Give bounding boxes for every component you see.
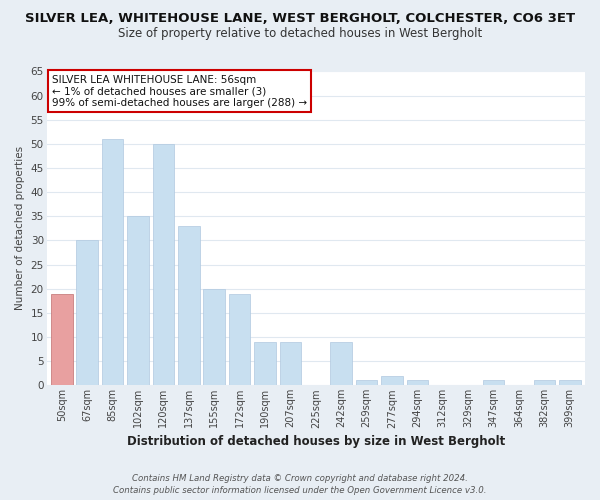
- Bar: [127, 216, 149, 386]
- Bar: [483, 380, 505, 386]
- Bar: [152, 144, 174, 386]
- Text: SILVER LEA WHITEHOUSE LANE: 56sqm
← 1% of detached houses are smaller (3)
99% of: SILVER LEA WHITEHOUSE LANE: 56sqm ← 1% o…: [52, 74, 307, 108]
- X-axis label: Distribution of detached houses by size in West Bergholt: Distribution of detached houses by size …: [127, 434, 505, 448]
- Bar: [178, 226, 200, 386]
- Bar: [533, 380, 555, 386]
- Bar: [229, 294, 250, 386]
- Bar: [76, 240, 98, 386]
- Text: SILVER LEA, WHITEHOUSE LANE, WEST BERGHOLT, COLCHESTER, CO6 3ET: SILVER LEA, WHITEHOUSE LANE, WEST BERGHO…: [25, 12, 575, 26]
- Bar: [381, 376, 403, 386]
- Bar: [331, 342, 352, 386]
- Bar: [203, 288, 225, 386]
- Y-axis label: Number of detached properties: Number of detached properties: [15, 146, 25, 310]
- Bar: [559, 380, 581, 386]
- Bar: [356, 380, 377, 386]
- Bar: [254, 342, 276, 386]
- Bar: [102, 139, 124, 386]
- Text: Contains HM Land Registry data © Crown copyright and database right 2024.
Contai: Contains HM Land Registry data © Crown c…: [113, 474, 487, 495]
- Bar: [280, 342, 301, 386]
- Bar: [407, 380, 428, 386]
- Text: Size of property relative to detached houses in West Bergholt: Size of property relative to detached ho…: [118, 28, 482, 40]
- Bar: [51, 294, 73, 386]
